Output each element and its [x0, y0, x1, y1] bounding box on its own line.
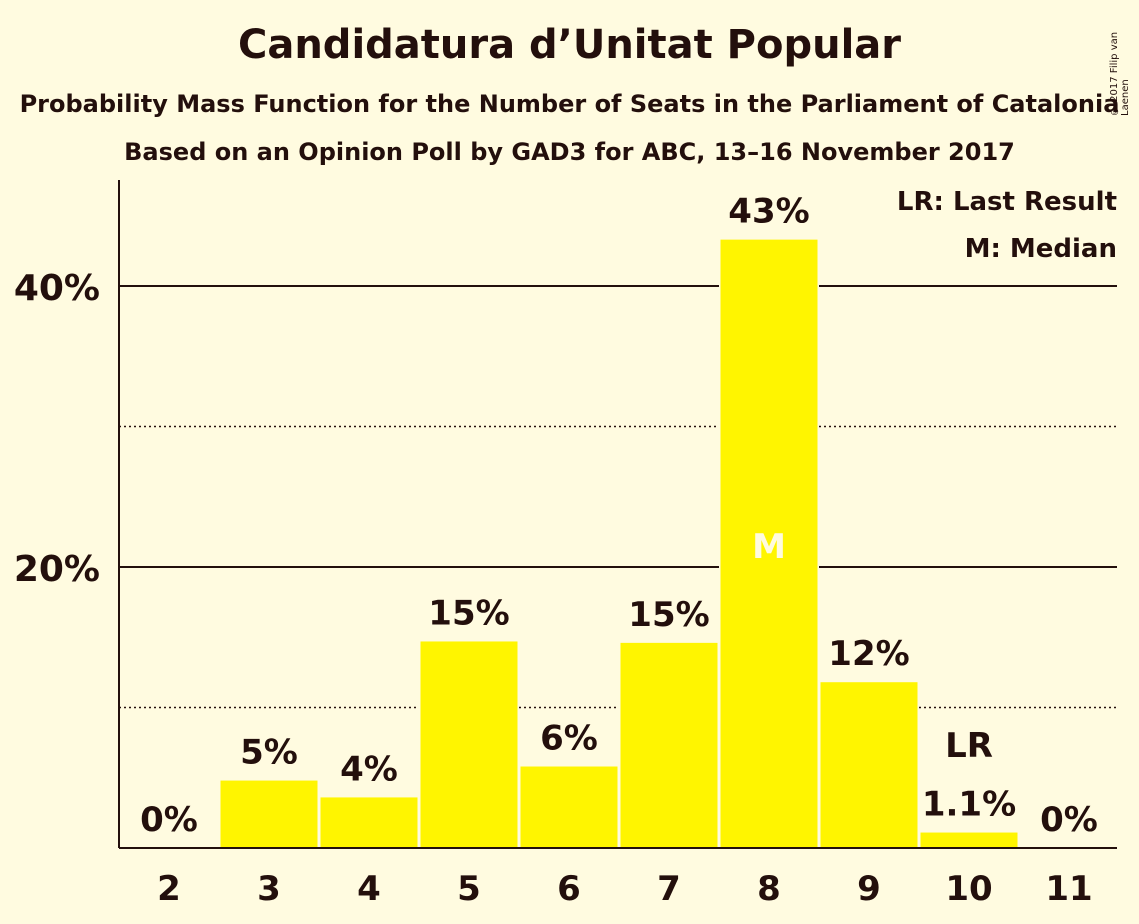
chart-subtitle: Probability Mass Function for the Number…: [19, 90, 1120, 118]
last-result-marker: LR: [945, 726, 993, 766]
value-labels: 0% 2 5% 3 4% 4 15% 5 6% 6 15% 7 43% 8 M 12% 9 1.1% 10 LR 0% 1…: [140, 192, 1098, 909]
bar-4: [320, 797, 418, 848]
bar-10: [920, 832, 1018, 848]
y-tick-label: 40%: [14, 268, 100, 309]
bars: [219, 239, 1019, 848]
x-tick-label-4: 4: [357, 869, 381, 909]
value-label-8: 43%: [728, 192, 809, 232]
median-marker: M: [752, 527, 786, 567]
chart-title: Candidatura d’Unitat Popular: [237, 22, 902, 68]
legend-last-result: LR: Last Result: [897, 187, 1117, 217]
axes: [118, 180, 1117, 849]
bar-9: [820, 682, 918, 848]
value-label-10: 1.1%: [922, 785, 1016, 825]
bar-6: [520, 766, 618, 848]
legend-median: M: Median: [965, 234, 1117, 264]
x-tick-label-8: 8: [757, 869, 781, 909]
x-tick-label-7: 7: [657, 869, 681, 909]
gridlines: 20% 40%: [14, 268, 1117, 709]
y-tick-label: 20%: [14, 549, 100, 590]
bar-3: [220, 780, 318, 848]
value-label-4: 4%: [340, 749, 398, 789]
x-tick-label-6: 6: [557, 869, 581, 909]
value-label-2: 0%: [140, 800, 198, 840]
x-tick-label-5: 5: [457, 869, 481, 909]
x-tick-label-3: 3: [257, 869, 281, 909]
value-label-9: 12%: [828, 634, 909, 674]
bar-5: [420, 641, 518, 848]
value-label-11: 0%: [1040, 800, 1098, 840]
value-label-6: 6%: [540, 719, 598, 759]
bar-8: [720, 239, 818, 848]
bar-7: [620, 642, 718, 848]
chart-subtitle-source: Based on an Opinion Poll by GAD3 for ABC…: [124, 138, 1015, 166]
value-label-3: 5%: [240, 733, 298, 773]
x-tick-label-11: 11: [1045, 869, 1092, 909]
x-tick-label-9: 9: [857, 869, 881, 909]
value-label-7: 15%: [628, 595, 709, 635]
x-tick-label-10: 10: [945, 869, 992, 909]
value-label-5: 15%: [428, 593, 509, 633]
x-tick-label-2: 2: [157, 869, 181, 909]
